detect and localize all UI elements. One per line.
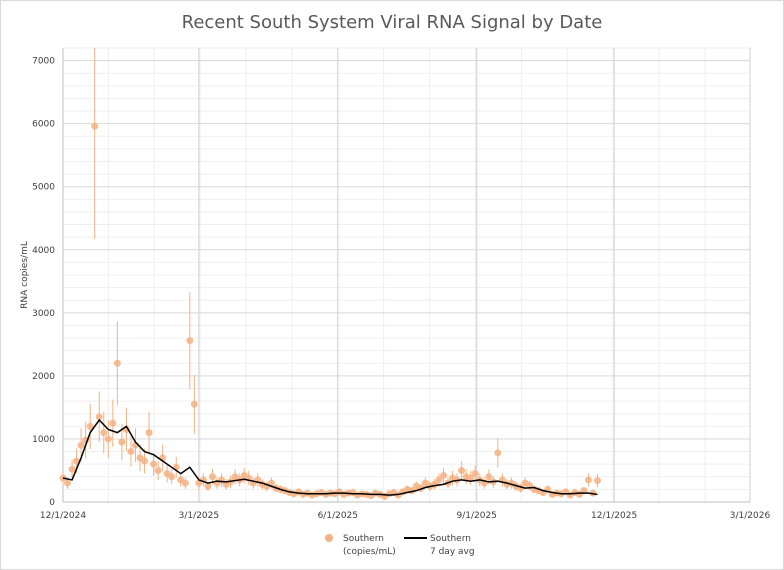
y-tick-label: 6000 (32, 120, 55, 130)
data-point (113, 359, 121, 367)
data-point (127, 448, 135, 456)
data-point (190, 400, 198, 408)
legend: Southern (copies/mL) Southern 7 day avg (325, 534, 475, 557)
data-point (91, 122, 99, 130)
data-point (86, 422, 94, 430)
data-point (109, 419, 117, 427)
gridlines (62, 47, 751, 503)
data-point (580, 487, 588, 495)
data-point (584, 476, 592, 484)
legend-label-avg-2: 7 day avg (430, 547, 475, 557)
data-point (435, 476, 443, 484)
x-tick-label: 3/1/2026 (730, 511, 771, 521)
data-point (145, 429, 153, 437)
data-point (141, 457, 149, 465)
chart-title: Recent South System Viral RNA Signal by … (182, 12, 603, 33)
data-point (471, 470, 479, 478)
data-point (64, 479, 72, 487)
y-tick-label: 0 (49, 498, 55, 508)
x-tick-label: 3/1/2025 (179, 511, 219, 521)
data-point (485, 473, 493, 481)
data-point (68, 465, 76, 473)
data-point (204, 482, 212, 490)
y-tick-label: 1000 (32, 435, 55, 445)
legend-label-points-1: Southern (343, 534, 384, 544)
y-tick-label: 4000 (32, 246, 55, 256)
x-tick-label: 9/1/2025 (456, 511, 496, 521)
data-point (95, 413, 103, 421)
avg-series-line (62, 418, 598, 496)
data-point (181, 479, 189, 487)
data-point (494, 449, 502, 457)
legend-marker-points (325, 534, 333, 542)
data-point (208, 473, 216, 481)
data-point (154, 466, 162, 474)
y-tick-label: 5000 (32, 183, 55, 193)
data-point (458, 466, 466, 474)
avg-line (62, 418, 598, 496)
x-tick-label: 12/1/2024 (40, 511, 86, 521)
y-axis-label: RNA copies/mL (20, 241, 30, 309)
data-point (118, 438, 126, 446)
data-point (150, 460, 158, 468)
data-point (104, 435, 112, 443)
data-point (439, 472, 447, 480)
data-point (186, 337, 194, 345)
axis-ticks: 0 1000 2000 3000 4000 5000 6000 7000 12/1/2024 3/… (32, 57, 770, 521)
y-tick-label: 3000 (32, 309, 55, 319)
data-point (77, 441, 85, 449)
legend-label-avg-1: Southern (430, 534, 471, 544)
y-tick-label: 7000 (32, 57, 55, 67)
x-tick-label: 6/1/2025 (318, 511, 358, 521)
data-point (100, 429, 108, 437)
data-point (467, 474, 475, 482)
x-tick-label: 12/1/2025 (591, 511, 637, 521)
legend-label-points-2: (copies/mL) (343, 547, 396, 557)
data-point (168, 473, 176, 481)
y-tick-label: 2000 (32, 372, 55, 382)
data-point (594, 477, 602, 485)
